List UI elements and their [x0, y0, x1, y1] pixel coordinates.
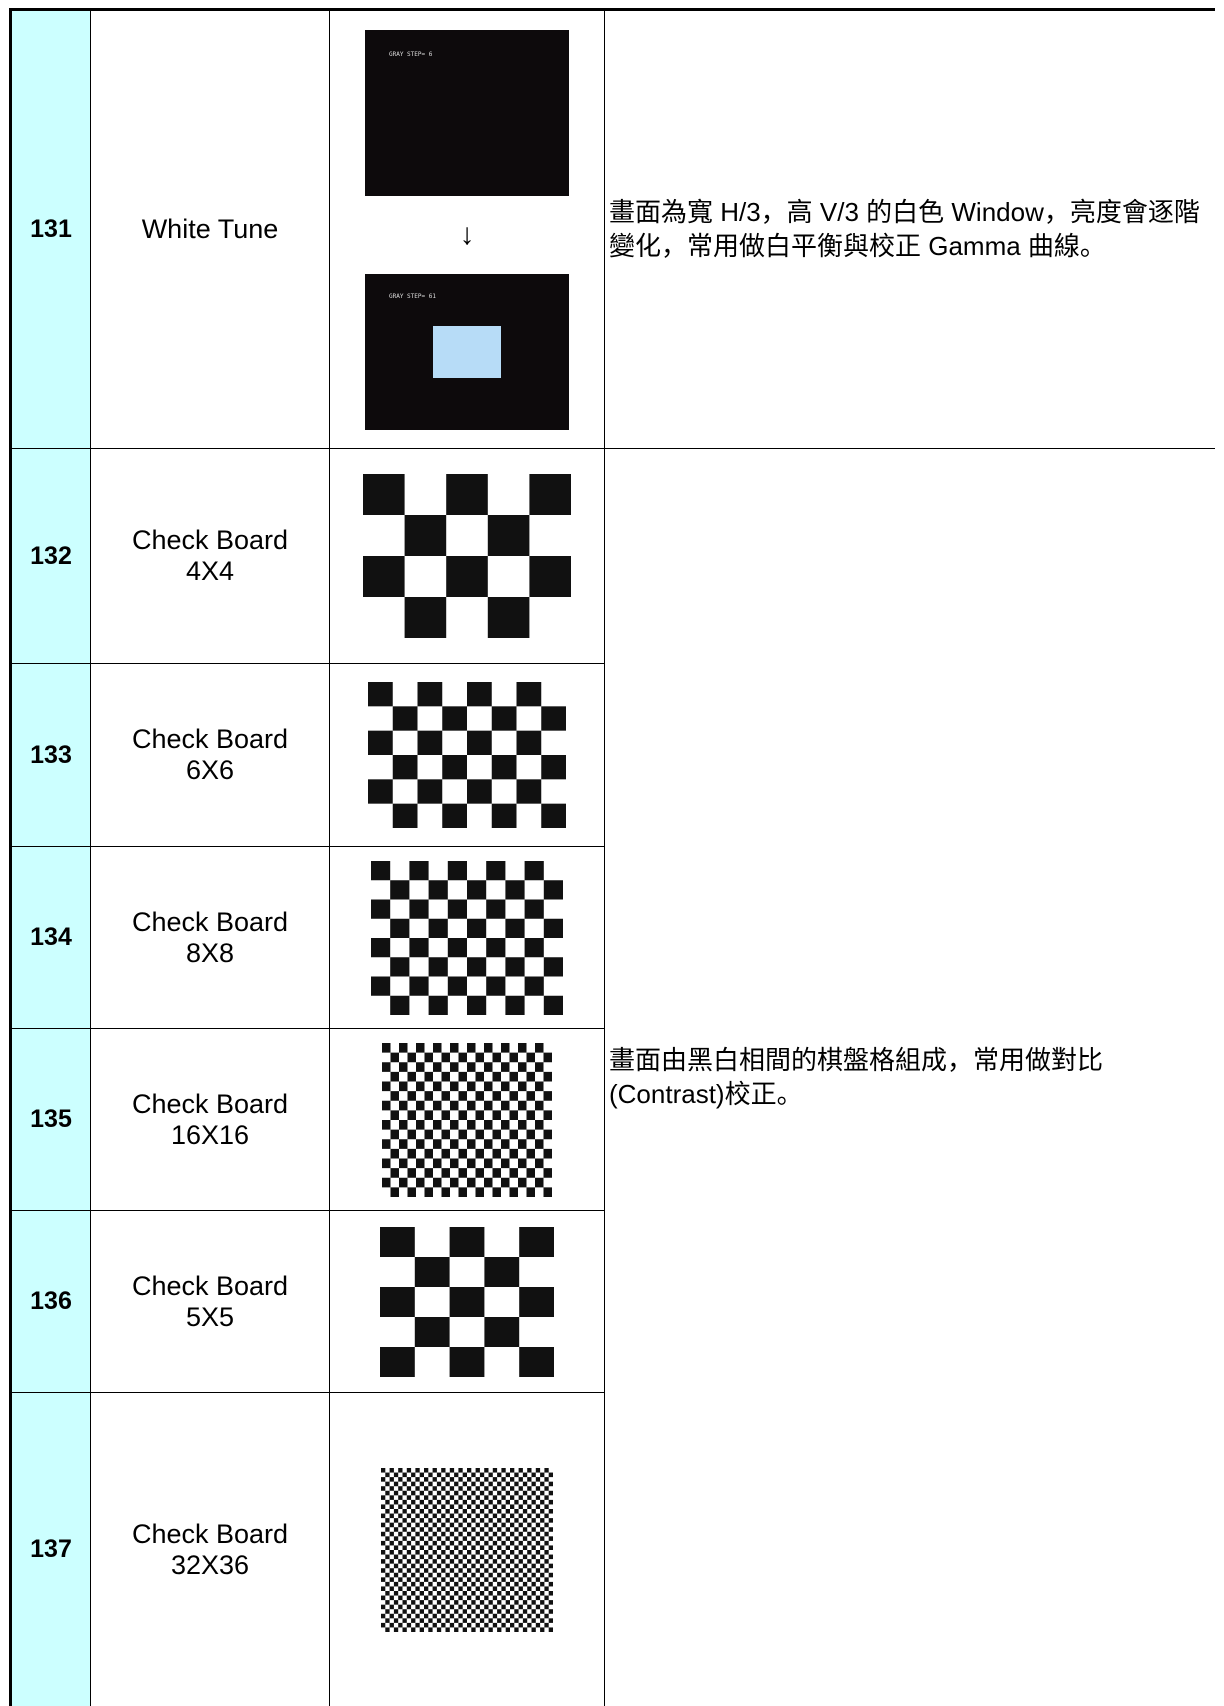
row-id: 135: [10, 1028, 91, 1211]
checkerboard: [380, 1226, 554, 1377]
board-cell: [329, 1392, 605, 1706]
screen-cell: GRAY STEP= 6 ↓ GRAY STEP= 61: [329, 9, 605, 449]
row-id: 134: [10, 846, 91, 1029]
row-name: Check Board 6X6: [90, 663, 330, 847]
row-id: 136: [10, 1210, 91, 1393]
board-cell: [329, 448, 605, 664]
pattern-table: 131 White Tune GRAY STEP= 6 ↓ GRAY STEP=…: [9, 8, 1215, 1706]
checkerboard: [371, 860, 563, 1015]
board-cell: [329, 1210, 605, 1393]
description: 畫面為寬 H/3，高 V/3 的白色 Window，亮度會逐階變化，常用做白平衡…: [604, 9, 1215, 449]
row-id: 132: [10, 448, 91, 664]
row-name: Check Board 16X16: [90, 1028, 330, 1211]
checkerboard: [363, 474, 571, 638]
screen-caption: GRAY STEP= 6: [389, 51, 433, 58]
row-name: Check Board 8X8: [90, 846, 330, 1029]
checkerboard: [381, 1467, 553, 1632]
size: 5X5: [185, 1301, 235, 1332]
row: 131 White Tune GRAY STEP= 6 ↓ GRAY STEP=…: [10, 9, 1215, 449]
name: Check Board: [131, 1270, 289, 1301]
name: Check Board: [131, 724, 289, 754]
board-cell: [329, 846, 605, 1029]
name: Check Board: [131, 1088, 289, 1119]
size: 16X16: [170, 1119, 250, 1150]
row-name: Check Board 32X36: [90, 1392, 330, 1706]
board-cell: [329, 663, 605, 847]
row-id: 137: [10, 1392, 91, 1706]
screen-caption: GRAY STEP= 61: [389, 293, 436, 300]
row-name: White Tune: [90, 9, 330, 449]
row-id: 133: [10, 663, 91, 847]
screen: GRAY STEP= 6: [365, 29, 569, 196]
row-name: Check Board 4X4: [90, 448, 330, 664]
screen: GRAY STEP= 61: [365, 273, 569, 430]
name: Check Board: [131, 1518, 289, 1549]
arrow: ↓: [459, 217, 475, 251]
checkerboard: [382, 1042, 552, 1197]
checkerboard: [368, 682, 566, 828]
row-id: 131: [10, 9, 91, 449]
size: 8X8: [185, 937, 235, 968]
description: 畫面由黑白相間的棋盤格組成，常用做對比(Contrast)校正。: [604, 448, 1215, 1706]
size: 32X36: [170, 1549, 250, 1580]
name: Check Board: [131, 525, 289, 555]
name: Check Board: [131, 906, 289, 937]
row-name: Check Board 5X5: [90, 1210, 330, 1393]
board-cell: [329, 1028, 605, 1211]
size: 4X4: [185, 556, 235, 586]
table-wrap: 131 White Tune GRAY STEP= 6 ↓ GRAY STEP=…: [9, 8, 1215, 1706]
size: 6X6: [185, 755, 235, 785]
